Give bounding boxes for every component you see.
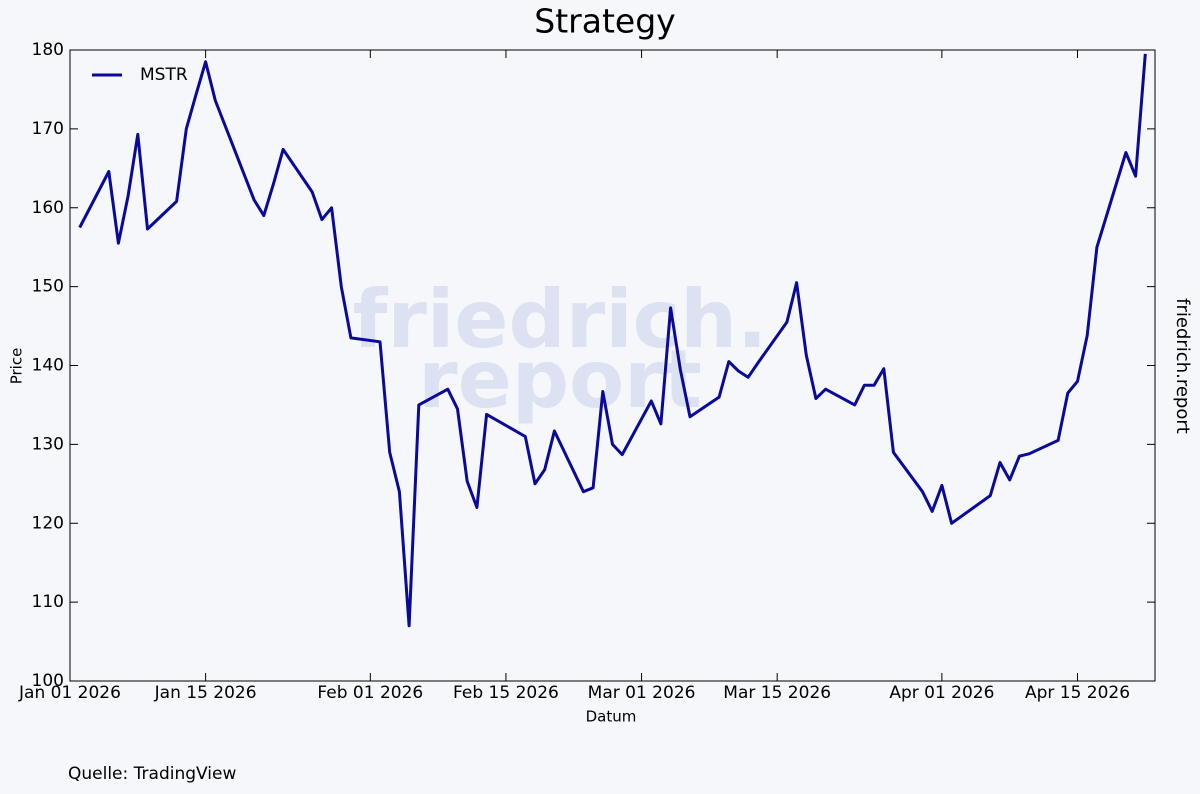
y-tick-label: 100 [32,671,64,691]
y-tick-label: 120 [32,513,64,533]
x-tick-label: Feb 15 2026 [453,683,559,703]
x-tick-label: Jan 15 2026 [154,683,257,703]
series-line [78,53,1147,628]
plot-frame [69,49,1156,682]
y-tick-label: 140 [32,356,64,376]
x-axis-label: Datum [586,708,637,726]
y-tick-label: 170 [32,119,64,139]
y-tick-label: 150 [32,277,64,297]
chart-title: Strategy [534,2,675,41]
side-label: friedrich.report [1172,298,1193,434]
source-note: Quelle: TradingView [68,764,236,784]
x-tick-label: Apr 01 2026 [889,683,994,703]
x-tick-label: Apr 15 2026 [1025,683,1130,703]
y-tick-label: 160 [32,198,64,218]
y-axis-label: Price [8,348,26,385]
watermark: friedrich. [353,273,768,366]
y-tick-label: 110 [32,592,64,612]
y-tick-label: 180 [32,40,64,60]
y-tick-label: 130 [32,434,64,454]
x-tick-label: Mar 01 2026 [588,683,696,703]
x-tick-label: Mar 15 2026 [723,683,831,703]
x-tick-label: Feb 01 2026 [317,683,423,703]
x-tick-label: Jan 01 2026 [18,683,121,703]
legend-label: MSTR [140,65,188,85]
watermark: report [418,333,702,426]
